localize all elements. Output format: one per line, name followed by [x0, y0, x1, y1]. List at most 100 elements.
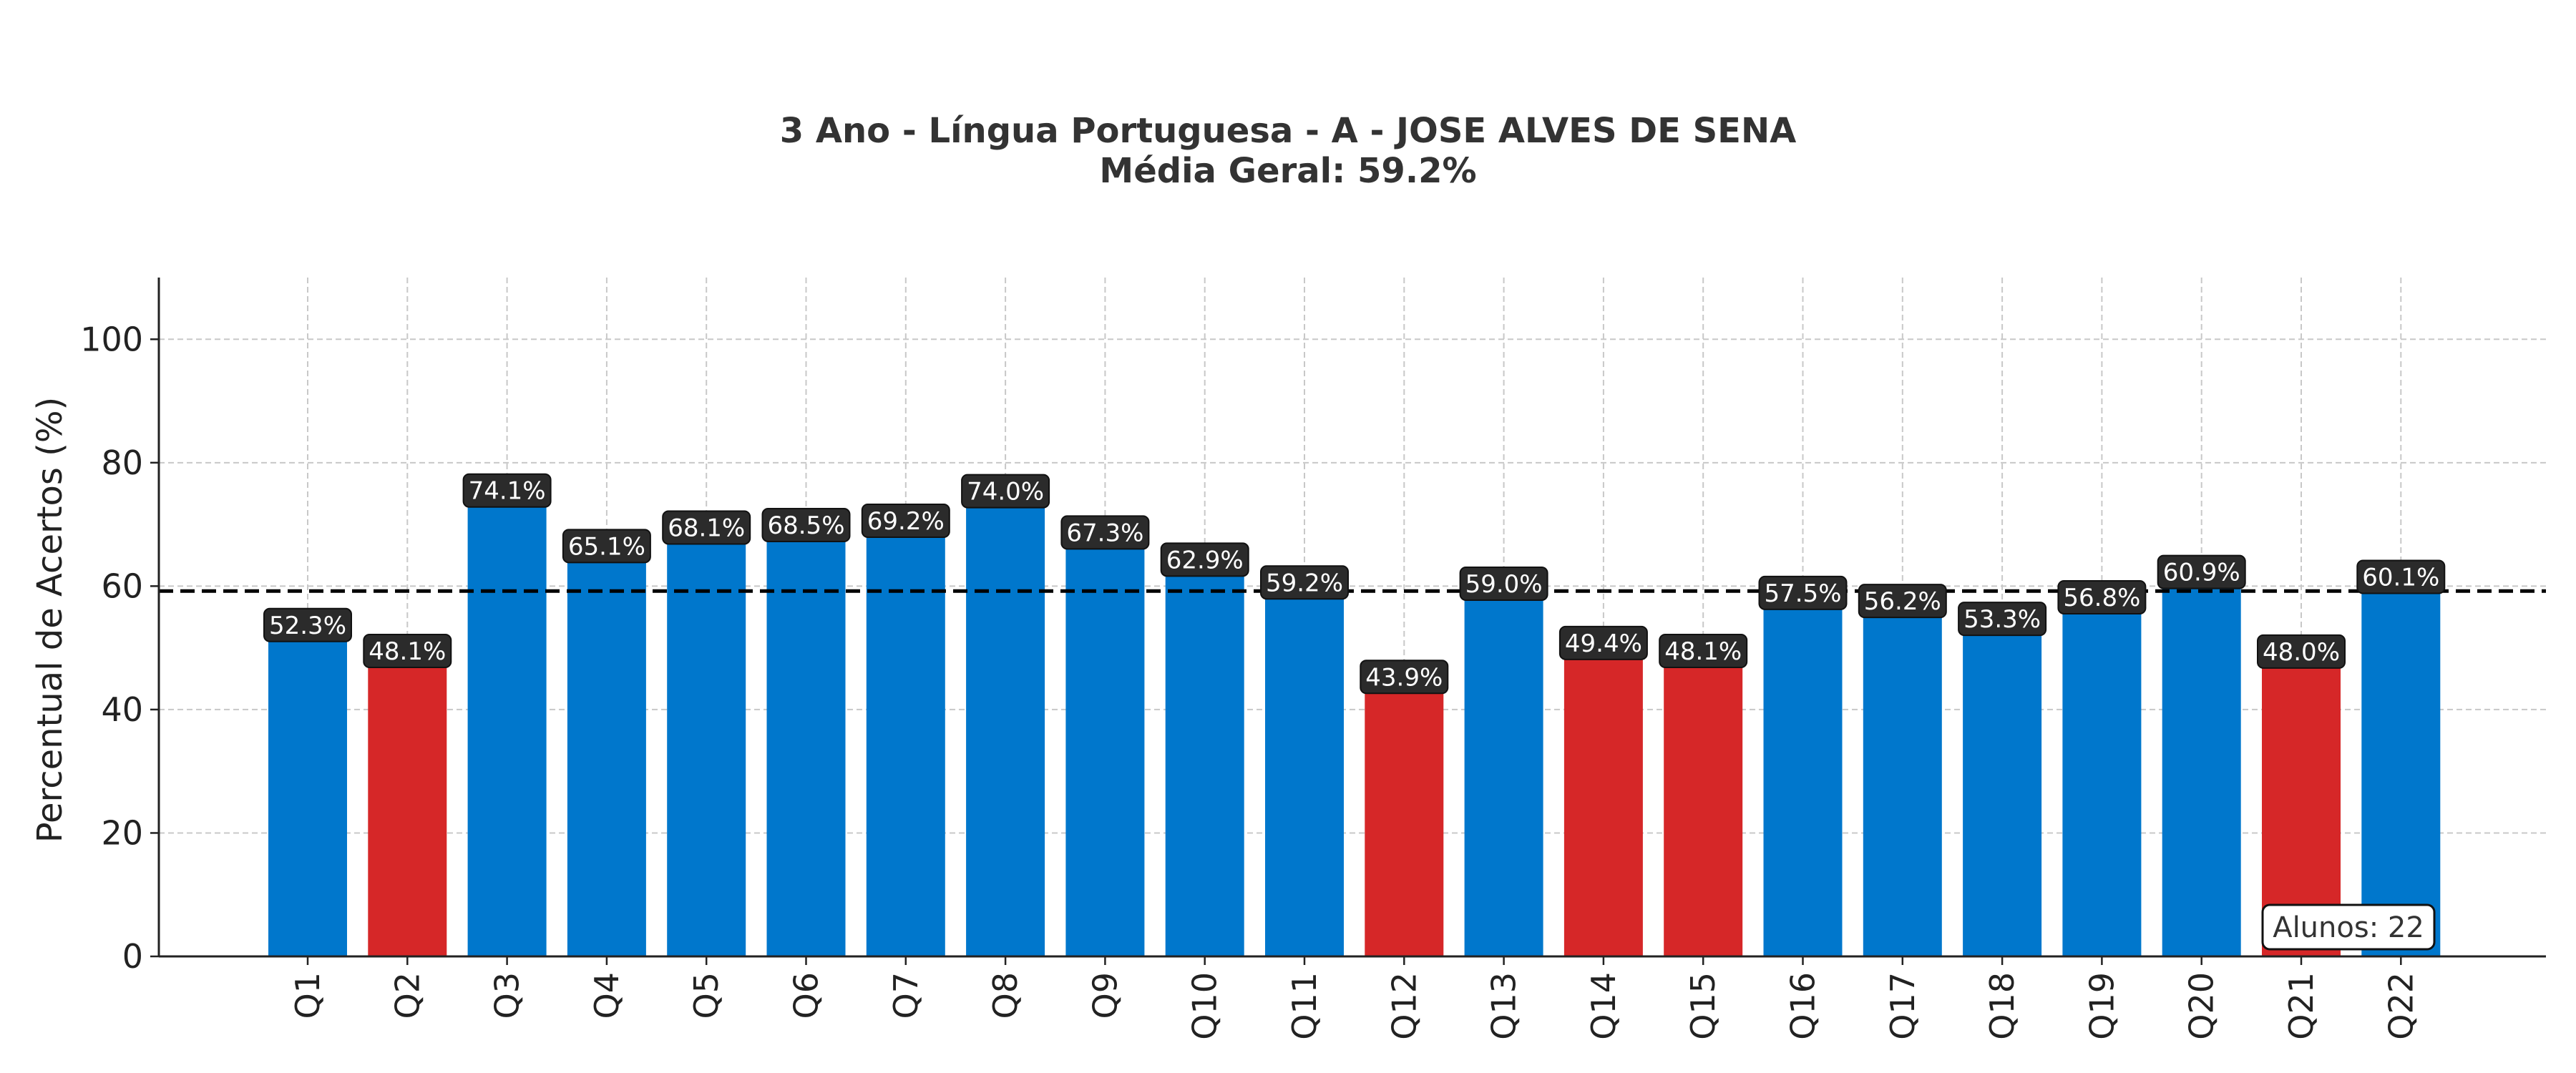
bar-q14 — [1563, 651, 1643, 956]
data-label: 52.3% — [263, 607, 352, 642]
data-label-box — [1558, 625, 1648, 660]
data-label-text: 49.4% — [1565, 629, 1642, 658]
data-label-text: 60.1% — [2362, 564, 2439, 592]
bar-q7 — [866, 529, 945, 956]
data-label-text: 43.9% — [1365, 663, 1443, 692]
data-label-text: 65.1% — [568, 532, 645, 561]
bar-q11 — [1265, 591, 1344, 956]
bar-q22 — [2361, 585, 2441, 956]
bars-layer — [268, 499, 2441, 956]
data-label-box — [761, 508, 851, 543]
data-label-box — [2157, 554, 2246, 589]
y-tick-label: 0 — [122, 937, 143, 976]
data-label: 48.1% — [363, 634, 452, 669]
bar-q13 — [1464, 592, 1543, 956]
data-label-text: 57.5% — [1764, 579, 1841, 608]
y-tick-label: 60 — [101, 567, 143, 605]
data-label: 56.2% — [1858, 584, 1947, 619]
x-tick-label: Q22 — [2381, 972, 2420, 1040]
x-tick-label: Q17 — [1883, 972, 1922, 1040]
data-label-box — [462, 473, 552, 508]
data-label-text: 60.9% — [2163, 559, 2240, 587]
data-label-box — [1459, 566, 1548, 601]
x-tick-label: Q9 — [1085, 972, 1124, 1019]
data-label-box — [2257, 634, 2346, 669]
data-label-box — [363, 634, 452, 669]
data-label: 59.2% — [1260, 565, 1349, 600]
chart-subtitle: Média Geral: 59.2% — [1099, 151, 1477, 191]
annotation-layer: Alunos: 22 — [2261, 903, 2436, 951]
data-label: 67.3% — [1060, 515, 1150, 550]
x-tick-label: Q20 — [2182, 972, 2221, 1040]
x-tick-label: Q14 — [1584, 972, 1623, 1040]
data-label-box — [961, 474, 1050, 509]
data-label-box — [562, 529, 651, 564]
bar-q10 — [1165, 568, 1244, 956]
bar-q20 — [2162, 580, 2241, 956]
data-label: 53.3% — [1958, 602, 2047, 637]
bar-q17 — [1863, 609, 1942, 956]
data-label-box — [1260, 565, 1349, 600]
data-label-text: 62.9% — [1166, 546, 1244, 574]
data-label: 68.5% — [761, 508, 851, 543]
data-label-box — [1160, 542, 1249, 577]
bar-q5 — [667, 536, 746, 956]
data-label: 69.2% — [861, 503, 950, 538]
x-tick-label: Q13 — [1485, 972, 1523, 1040]
y-tick-label: 20 — [101, 813, 143, 852]
x-tick-label: Q19 — [2082, 972, 2121, 1040]
data-label: 56.8% — [2057, 579, 2147, 614]
data-label-text: 56.8% — [2063, 584, 2140, 612]
x-tick-label: Q4 — [587, 972, 626, 1019]
x-tick-label: Q11 — [1285, 972, 1324, 1040]
data-label: 49.4% — [1558, 625, 1648, 660]
y-tick-label: 40 — [101, 690, 143, 729]
data-label: 60.9% — [2157, 554, 2246, 589]
x-tick-label: Q5 — [687, 972, 726, 1019]
data-label-box — [861, 503, 950, 538]
axes-layer: 0 20 40 60 80 100 Q1 Q2 Q3 Q4 Q5 Q6 Q7 Q8 Q9 Q10 Q11 Q12 Q… — [30, 278, 2546, 1040]
x-tick-label: Q7 — [887, 972, 925, 1019]
data-label-text: 68.1% — [668, 514, 745, 542]
data-label-box — [1659, 634, 1748, 669]
student-count-text: Alunos: 22 — [2273, 911, 2424, 944]
data-label-text: 56.2% — [1864, 587, 1941, 616]
bar-q9 — [1065, 541, 1145, 956]
chart-title-block: 3 Ano - Língua Portuguesa - A - JOSE ALV… — [0, 111, 2576, 191]
data-label: 48.1% — [1659, 634, 1748, 669]
x-tick-label: Q8 — [986, 972, 1025, 1019]
data-label-text: 48.1% — [369, 637, 446, 666]
bar-q2 — [368, 660, 447, 956]
x-tick-label: Q12 — [1385, 972, 1423, 1040]
bar-q3 — [467, 499, 547, 956]
data-label-text: 52.3% — [269, 612, 346, 640]
data-label: 43.9% — [1360, 660, 1449, 695]
bar-q16 — [1763, 601, 1843, 956]
bar-q12 — [1365, 685, 1444, 956]
y-axis-label: Percentual de Acertos (%) — [30, 397, 70, 843]
bar-q18 — [1963, 627, 2042, 956]
data-label-text: 68.5% — [767, 511, 844, 540]
data-label-text: 48.1% — [1664, 637, 1742, 666]
bar-q8 — [966, 499, 1045, 956]
data-label: 60.1% — [2356, 559, 2446, 594]
data-label-text: 48.0% — [2263, 638, 2340, 667]
data-labels-layer: 52.3% 48.1% 74.1% 65.1% 68.1% 68.5% 69.2% 74.0%… — [263, 473, 2446, 695]
x-tick-label: Q10 — [1186, 972, 1224, 1040]
y-tick-label: 100 — [80, 320, 143, 358]
x-tick-label: Q21 — [2282, 972, 2321, 1040]
bar-q15 — [1664, 660, 1743, 956]
data-label-text: 59.0% — [1465, 570, 1543, 599]
data-label: 62.9% — [1160, 542, 1249, 577]
data-label-box — [1958, 602, 2047, 637]
data-label-text: 53.3% — [1963, 605, 2041, 634]
data-label-text: 59.2% — [1266, 569, 1343, 597]
data-label-text: 74.1% — [469, 477, 546, 506]
data-label: 59.0% — [1459, 566, 1548, 601]
data-label: 65.1% — [562, 529, 651, 564]
data-label-box — [662, 510, 751, 545]
bar-q6 — [766, 534, 846, 956]
data-label-text: 67.3% — [1066, 519, 1143, 547]
chart-title: 3 Ano - Língua Portuguesa - A - JOSE ALV… — [779, 111, 1797, 151]
